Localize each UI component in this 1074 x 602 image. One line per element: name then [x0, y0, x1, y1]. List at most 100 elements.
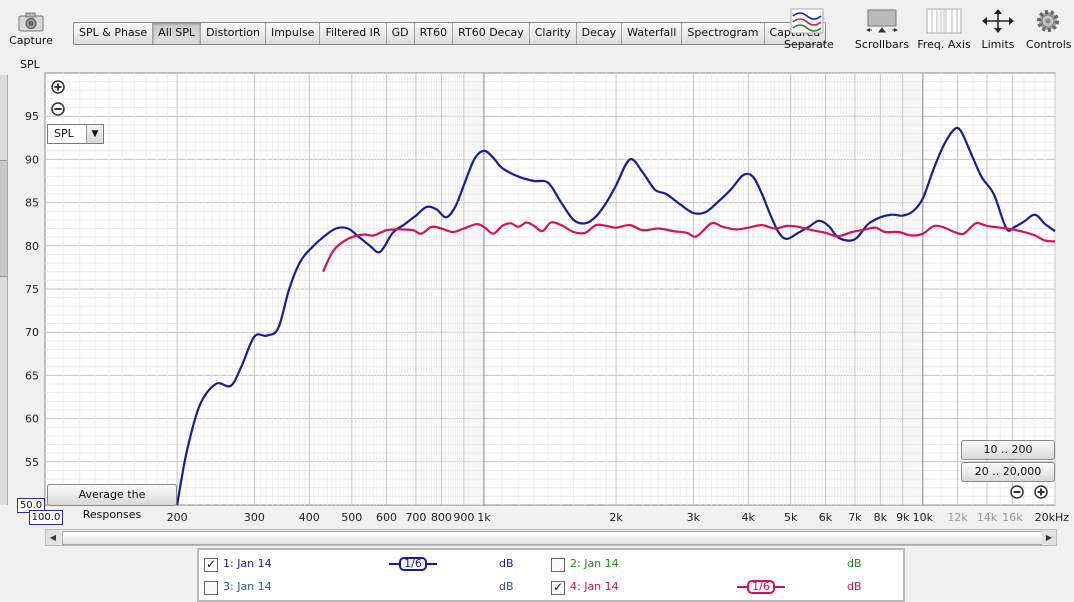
scrollbars-icon	[866, 9, 898, 33]
y-tick-label: 60	[25, 413, 39, 426]
y-tick-label: 55	[25, 456, 39, 469]
x-tick-label: 900	[453, 511, 474, 524]
tab-spl-phase[interactable]: SPL & Phase	[74, 23, 154, 44]
legend-unit-4: dB	[847, 580, 862, 593]
tab-filtered-ir[interactable]: Filtered IR	[320, 23, 387, 44]
x-tick-label: 400	[299, 511, 320, 524]
y-axis-label: SPL	[20, 58, 40, 71]
x-tick-label: 200	[167, 511, 188, 524]
tab-rt60-decay[interactable]: RT60 Decay	[453, 23, 530, 44]
legend-unit-3: dB	[499, 580, 514, 593]
capture-label: Capture	[9, 34, 53, 47]
scroll-left-icon[interactable]: ◀	[46, 530, 60, 545]
x-tick-label: 800	[431, 511, 452, 524]
y-tick-label: 70	[25, 326, 39, 339]
legend-unit-2: dB	[847, 557, 862, 570]
freq-axis-button[interactable]: Freq. Axis	[917, 8, 971, 51]
vertical-scrollbar[interactable]	[0, 75, 8, 505]
legend-checkbox-2[interactable]	[551, 558, 565, 572]
scrollbars-button[interactable]: Scrollbars	[854, 8, 910, 51]
legend-checkbox-3[interactable]	[204, 581, 218, 595]
x-tick-label: 14k	[977, 511, 998, 524]
tab-spectrogram[interactable]: Spectrogram	[682, 23, 765, 44]
x-tick-label: 4k	[742, 511, 756, 524]
x-tick-label: 500	[341, 511, 362, 524]
legend-smoothing-4[interactable]: 1/6	[737, 579, 785, 595]
y-tick-label: 80	[25, 240, 39, 253]
tab-impulse[interactable]: Impulse	[265, 23, 321, 44]
controls-button[interactable]: Controls	[1026, 8, 1072, 51]
tab-rt60[interactable]: RT60	[414, 23, 454, 44]
x-tick-label: 3k	[687, 511, 701, 524]
tab-gd[interactable]: GD	[386, 23, 415, 44]
capture-button[interactable]: Capture	[6, 8, 56, 56]
legend-smoothing-1[interactable]: 1/6	[389, 556, 437, 572]
freq-axis-label: Freq. Axis	[917, 38, 971, 51]
controls-label: Controls	[1026, 38, 1072, 51]
x-tick-label: 8k	[874, 511, 888, 524]
camera-icon	[18, 12, 44, 32]
measure-select-value: SPL	[54, 127, 74, 140]
x-tick-label: 5k	[784, 511, 798, 524]
measure-select[interactable]: SPL ▼	[47, 124, 104, 144]
tab-decay[interactable]: Decay	[576, 23, 623, 44]
x-tick-label: 2k	[609, 511, 623, 524]
x-tick-label: 7k	[848, 511, 862, 524]
separate-label: Separate	[784, 38, 834, 51]
x-min-field[interactable]: 100.0	[29, 510, 63, 525]
range-20-20000-button[interactable]: 20 .. 20,000	[961, 462, 1055, 482]
y-tick-label: 95	[25, 110, 39, 123]
y-tick-label: 65	[25, 369, 39, 382]
x-tick-label: 16k	[1002, 511, 1023, 524]
limits-button[interactable]: Limits	[980, 8, 1016, 51]
legend-label-1: 1: Jan 14	[223, 557, 272, 570]
y-tick-label: 75	[25, 283, 39, 296]
zoom-out-x-icon[interactable]	[1010, 485, 1024, 499]
zoom-in-x-icon[interactable]	[1034, 485, 1048, 499]
measurement-legend: ✓ 1: Jan 14 1/6 dB 2: Jan 14 dB 3: Jan 14 dB ✓ 4:…	[197, 548, 905, 602]
separate-button[interactable]: Separate	[784, 8, 834, 51]
legend-smoothing-label-4: 1/6	[752, 580, 770, 593]
scroll-right-icon[interactable]: ▶	[1042, 530, 1056, 545]
y-min-field[interactable]: 50.0	[17, 498, 45, 513]
tab-waterfall[interactable]: Waterfall	[622, 23, 683, 44]
x-tick-label: 10k	[913, 511, 934, 524]
horizontal-scrollbar[interactable]: ◀ ▶	[45, 529, 1057, 546]
legend-checkbox-4[interactable]: ✓	[551, 580, 565, 595]
x-tick-label: 600	[376, 511, 397, 524]
y-tick-label: 90	[25, 153, 39, 166]
separate-icon	[790, 8, 824, 34]
legend-label-2: 2: Jan 14	[570, 557, 619, 570]
zoom-out-y-icon[interactable]	[51, 102, 65, 116]
tab-clarity[interactable]: Clarity	[529, 23, 577, 44]
legend-unit-1: dB	[499, 557, 514, 570]
y-tick-label: 85	[25, 197, 39, 210]
chevron-down-icon: ▼	[86, 125, 103, 143]
average-responses-button[interactable]: Average the Responses	[47, 484, 177, 521]
x-tick-label: 6k	[819, 511, 833, 524]
scrollbars-label: Scrollbars	[854, 38, 910, 51]
range-10-200-button[interactable]: 10 .. 200	[961, 440, 1055, 460]
x-tick-label: 20kHz	[1035, 511, 1070, 524]
x-tick-label: 1k	[477, 511, 491, 524]
vertical-scrollbar-thumb[interactable]	[0, 160, 7, 277]
legend-label-4: 4: Jan 14	[570, 580, 619, 593]
x-tick-label: 300	[244, 511, 265, 524]
series-line-1	[176, 126, 1056, 506]
freq-axis-icon	[926, 8, 962, 34]
trace-style-icon	[389, 557, 437, 571]
series-line-2	[322, 221, 1056, 273]
zoom-in-y-icon[interactable]	[51, 80, 65, 94]
tab-distortion[interactable]: Distortion	[201, 23, 266, 44]
legend-checkbox-1[interactable]: ✓	[204, 557, 218, 572]
tab-all-spl[interactable]: All SPL	[153, 23, 202, 44]
legend-smoothing-label-1: 1/6	[404, 557, 422, 570]
horizontal-scrollbar-thumb[interactable]	[62, 531, 1054, 545]
legend-label-3: 3: Jan 14	[223, 580, 272, 593]
limits-arrows-icon	[982, 9, 1014, 33]
gear-icon	[1037, 10, 1059, 32]
x-tick-label: 700	[405, 511, 426, 524]
trace-style-icon	[737, 580, 785, 594]
x-tick-label: 9k	[896, 511, 910, 524]
